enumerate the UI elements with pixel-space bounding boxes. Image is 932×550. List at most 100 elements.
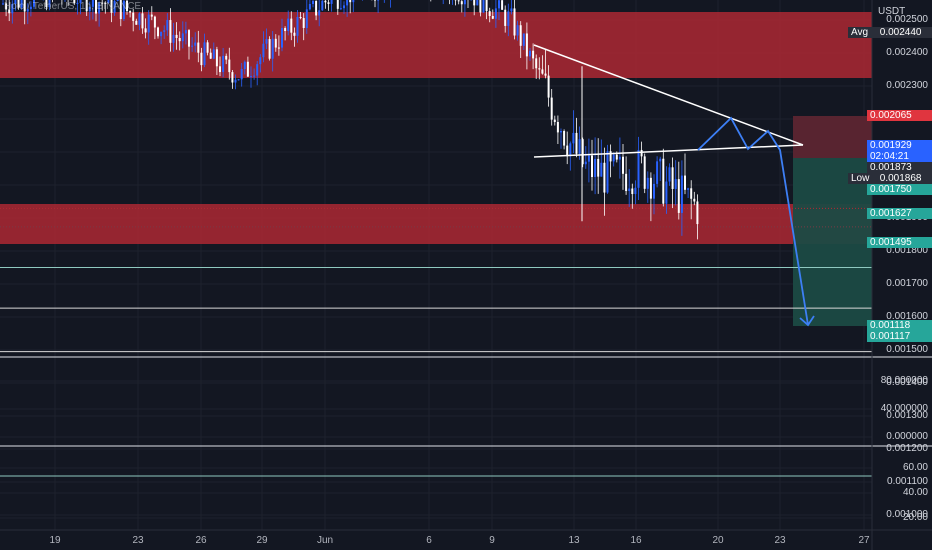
candle-body bbox=[581, 139, 584, 165]
candle-body bbox=[566, 145, 569, 157]
candle-body bbox=[157, 27, 159, 37]
price-tick: 0.001500 bbox=[886, 344, 928, 355]
candle-body bbox=[23, 0, 26, 12]
candle-body bbox=[510, 8, 513, 12]
date-tick: 26 bbox=[195, 535, 207, 546]
candle-body bbox=[271, 38, 274, 59]
candle-body bbox=[268, 39, 271, 59]
candle-body bbox=[668, 167, 671, 182]
candle-body bbox=[299, 17, 302, 19]
price-tick: 0.001600 bbox=[886, 311, 928, 322]
candle-body bbox=[225, 55, 228, 60]
candle-body bbox=[649, 177, 652, 199]
candle-body bbox=[308, 4, 311, 10]
candle-body bbox=[172, 34, 175, 43]
candle-body bbox=[547, 75, 550, 98]
candle-body bbox=[349, 0, 352, 3]
candle-body bbox=[147, 14, 150, 33]
price-tick: 0.001100 bbox=[887, 476, 928, 487]
candle-body bbox=[606, 151, 609, 193]
date-tick: 6 bbox=[426, 535, 432, 546]
low-value: 0.001868 bbox=[879, 173, 922, 184]
candle-body bbox=[479, 0, 482, 13]
candle-body bbox=[504, 9, 507, 26]
candle-body bbox=[609, 151, 612, 162]
candle-body bbox=[482, 0, 485, 13]
candle-body bbox=[166, 20, 169, 31]
candle-body bbox=[181, 33, 184, 42]
candle-body bbox=[293, 32, 296, 36]
candle-body bbox=[665, 181, 668, 204]
candle-body bbox=[138, 13, 141, 25]
projection-path bbox=[697, 116, 815, 327]
support-zone bbox=[0, 204, 872, 244]
candle-body bbox=[684, 175, 686, 190]
candle-body bbox=[312, 0, 314, 5]
candle-body bbox=[178, 37, 181, 42]
candle-body bbox=[237, 79, 240, 81]
candle-body bbox=[556, 121, 559, 133]
candle-body bbox=[488, 11, 491, 16]
candle-body bbox=[463, 0, 466, 5]
indicator-tick: 40.000000 bbox=[880, 403, 928, 414]
candle-body bbox=[591, 155, 593, 177]
bar-countdown: 02:04:21 bbox=[870, 151, 909, 162]
price-tick: 0.002400 bbox=[886, 47, 928, 58]
candle-body bbox=[522, 33, 525, 46]
candle-body bbox=[33, 0, 35, 7]
candle-body bbox=[253, 75, 256, 77]
candle-body bbox=[296, 17, 299, 36]
candle-body bbox=[234, 79, 237, 83]
candle-body bbox=[507, 11, 510, 26]
price-tick: 0.001400 bbox=[886, 377, 928, 388]
candle-body bbox=[662, 158, 665, 204]
level-tag-1117: 0.001117 bbox=[867, 331, 932, 342]
candle-body bbox=[677, 179, 680, 213]
candle-body bbox=[126, 0, 128, 12]
candle-body bbox=[29, 6, 32, 10]
candle-body bbox=[339, 8, 342, 10]
candle-body bbox=[625, 173, 628, 192]
candle-body bbox=[184, 30, 187, 34]
avg-price-tag: Avg 0.002440 bbox=[848, 27, 932, 38]
candle-body bbox=[653, 183, 655, 199]
candle-body bbox=[116, 0, 119, 1]
candle-body bbox=[563, 131, 566, 146]
candle-body bbox=[377, 0, 380, 1]
candle-body bbox=[352, 0, 355, 3]
candle-body bbox=[693, 198, 696, 202]
level-tag-1750: 0.001750 bbox=[867, 184, 932, 195]
candle-body bbox=[212, 49, 215, 59]
grid-lines bbox=[0, 0, 872, 530]
candle-body bbox=[122, 0, 125, 20]
candle-body bbox=[618, 156, 621, 160]
candle-body bbox=[20, 0, 23, 8]
candle-body bbox=[553, 119, 556, 122]
candle-body bbox=[203, 42, 206, 66]
candle-body bbox=[45, 0, 48, 8]
candle-body bbox=[290, 18, 293, 33]
candle-body bbox=[569, 143, 572, 157]
candle-body bbox=[491, 15, 494, 19]
candle-body bbox=[532, 50, 535, 59]
candle-body bbox=[135, 20, 138, 25]
candle-body bbox=[560, 131, 562, 133]
candle-body bbox=[153, 16, 156, 28]
candle-body bbox=[321, 0, 324, 11]
candle-body bbox=[305, 9, 308, 28]
candle-body bbox=[603, 162, 606, 193]
candle-body bbox=[231, 72, 234, 83]
target-price-tag: 0.001118 bbox=[867, 320, 932, 331]
candle-body bbox=[622, 156, 624, 174]
candle-body bbox=[259, 57, 262, 65]
candle-body bbox=[302, 18, 305, 28]
candle-body bbox=[460, 1, 463, 5]
oscillator-tick: 40.00 bbox=[902, 487, 928, 498]
candle-body bbox=[671, 167, 674, 189]
candle-body bbox=[498, 0, 500, 9]
candle-body bbox=[538, 68, 541, 70]
candle-body bbox=[150, 14, 153, 17]
candle-body bbox=[88, 6, 91, 12]
